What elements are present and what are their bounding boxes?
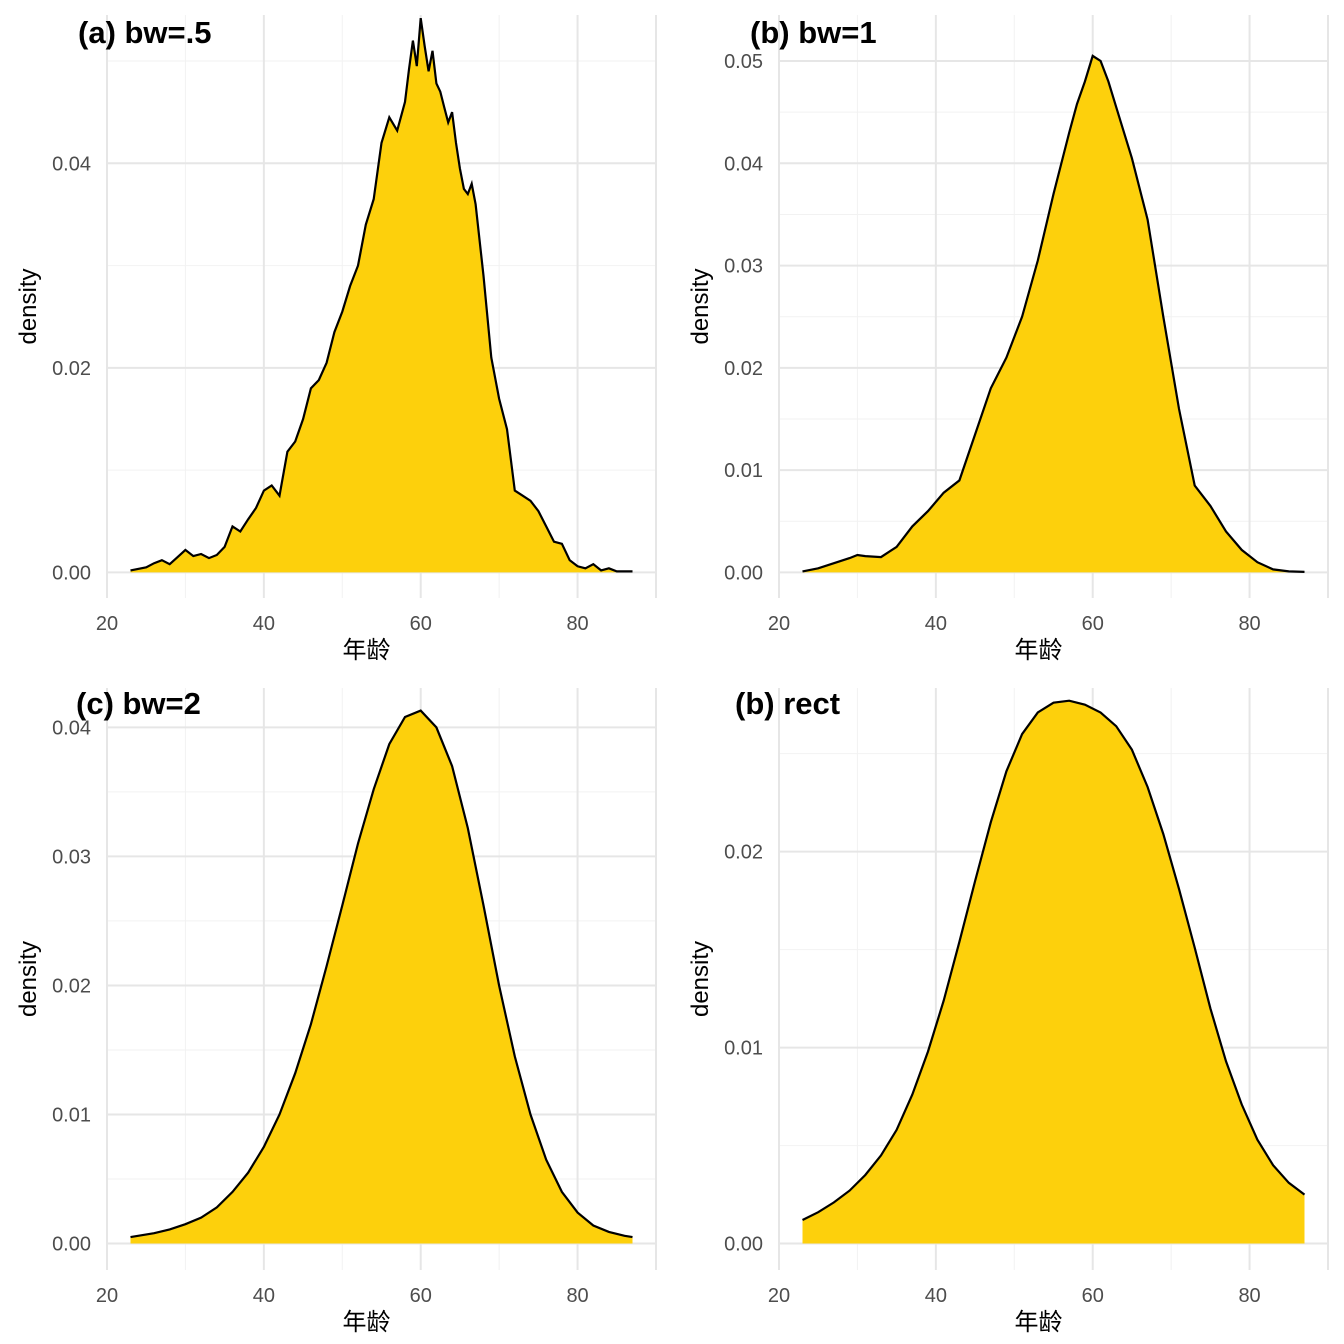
y-tick-label: 0.03 — [724, 256, 763, 278]
y-tick-label: 0.04 — [52, 717, 91, 739]
panel-4: 20 40 60 80 0.00 0.01 0.02 年龄 density (b) rect — [687, 686, 1329, 1336]
y-tick-label: 0.00 — [52, 562, 91, 584]
density-area-fill — [802, 55, 1305, 573]
density-curve — [130, 709, 633, 1239]
y-tick-label: 0.00 — [724, 1234, 763, 1256]
density-curve — [130, 17, 633, 573]
y-tick-label: 0.02 — [52, 975, 91, 997]
x-tick-label: 40 — [253, 1285, 275, 1307]
density-area-fill — [802, 700, 1305, 1244]
x-tick-label: 20 — [96, 613, 118, 635]
y-tick-label: 0.04 — [52, 153, 91, 175]
x-tick-label: 60 — [410, 1285, 432, 1307]
x-axis-title: 年龄 — [1015, 637, 1063, 664]
y-tick-label: 0.00 — [52, 1234, 91, 1256]
x-axis-title: 年龄 — [1015, 1309, 1063, 1336]
y-axis-title: density — [687, 941, 714, 1017]
x-tick-label: 60 — [1082, 1285, 1104, 1307]
density-curve — [802, 699, 1306, 1221]
x-tick-label: 20 — [768, 613, 790, 635]
y-axis-title: density — [15, 268, 42, 344]
y-axis-title: density — [687, 268, 714, 344]
y-tick-label: 0.01 — [52, 1104, 91, 1126]
y-tick-label: 0.02 — [52, 358, 91, 380]
x-axis-title: 年龄 — [343, 1309, 391, 1336]
y-tick-label: 0.01 — [724, 460, 763, 482]
y-tick-label: 0.02 — [724, 358, 763, 380]
density-area-fill — [130, 18, 633, 573]
y-axis-title: density — [15, 941, 42, 1017]
x-tick-label: 80 — [566, 1285, 588, 1307]
y-tick-label: 0.04 — [724, 153, 763, 175]
panel-title: (a) bw=.5 — [78, 15, 212, 50]
y-tick-label: 0.03 — [52, 846, 91, 868]
panel-title: (c) bw=2 — [76, 686, 201, 721]
x-tick-label: 60 — [410, 613, 432, 635]
panel-title: (b) bw=1 — [750, 15, 877, 50]
x-tick-label: 80 — [566, 613, 588, 635]
panel-1: 20 40 60 80 0.00 0.02 0.04 年龄 density (a) bw=.5 — [15, 15, 657, 664]
x-tick-label: 20 — [768, 1285, 790, 1307]
x-tick-label: 60 — [1082, 613, 1104, 635]
x-tick-label: 40 — [925, 613, 947, 635]
y-tick-label: 0.00 — [724, 562, 763, 584]
x-tick-label: 80 — [1238, 1285, 1260, 1307]
x-tick-label: 40 — [925, 1285, 947, 1307]
x-tick-label: 80 — [1238, 613, 1260, 635]
x-tick-label: 20 — [96, 1285, 118, 1307]
panel-3: 20 40 60 80 0.00 0.01 0.02 0.03 0.04 年龄 density (c)… — [15, 686, 657, 1336]
density-area-fill — [130, 710, 633, 1244]
x-tick-label: 40 — [253, 613, 275, 635]
density-curve — [802, 54, 1305, 573]
x-axis-title: 年龄 — [343, 637, 391, 664]
panel-2: 20 40 60 80 0.00 0.01 0.02 0.03 0.04 0.05 年龄 densit… — [687, 15, 1329, 664]
y-tick-label: 0.05 — [724, 51, 763, 73]
y-tick-label: 0.02 — [724, 842, 763, 864]
panel-title: (b) rect — [735, 686, 840, 721]
y-tick-label: 0.01 — [724, 1038, 763, 1060]
